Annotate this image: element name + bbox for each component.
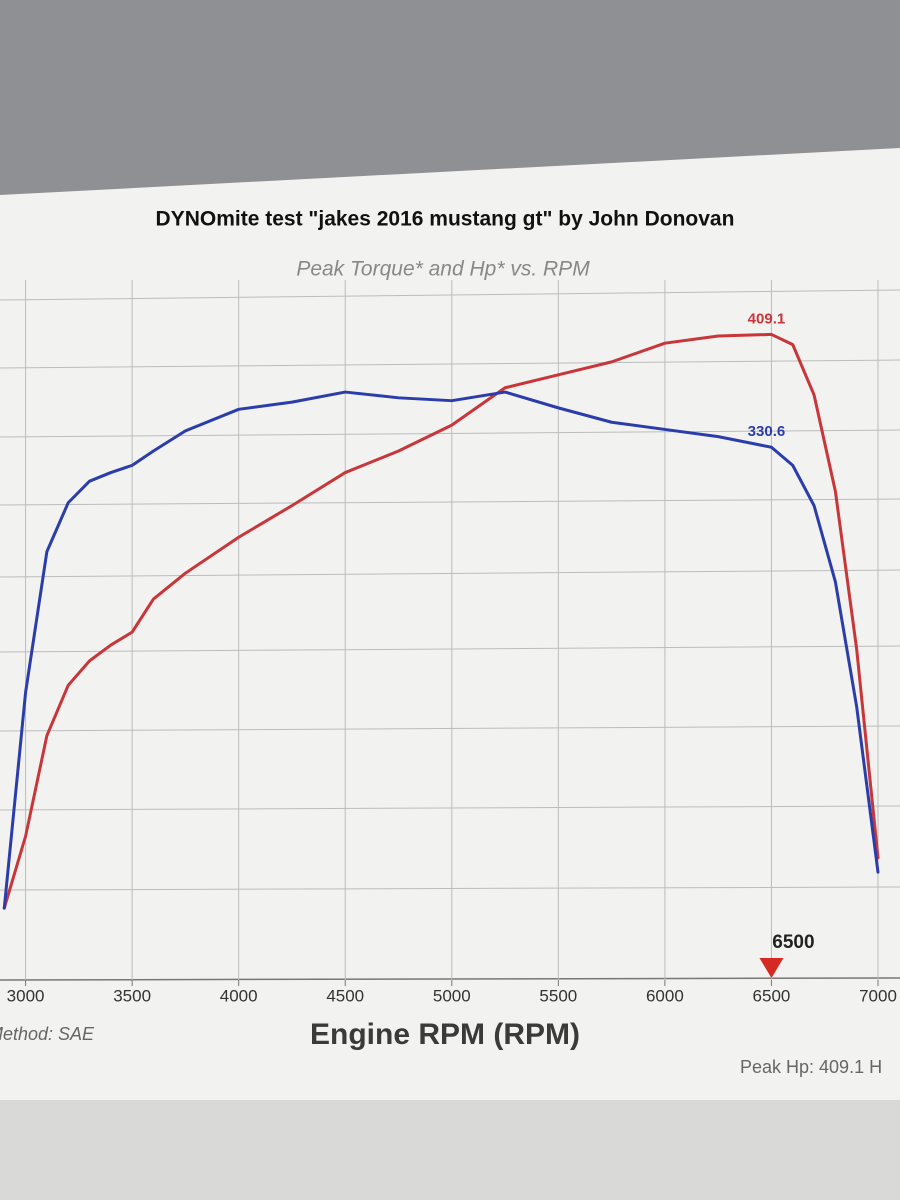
rpm-marker-label: 6500 (772, 932, 814, 953)
value-label: 409.1 (748, 310, 786, 327)
grid-line (0, 645, 900, 653)
table-surface (0, 1100, 900, 1200)
x-tick-label: 3500 (113, 986, 151, 1005)
grid-line (0, 569, 900, 578)
grid-line (0, 886, 900, 891)
grid-line (0, 498, 900, 506)
grid-line (0, 805, 900, 811)
paper (0, 148, 900, 1110)
x-tick-label: 5500 (539, 986, 577, 1005)
x-axis (0, 977, 900, 981)
horizontal-grid (0, 289, 900, 891)
grid-line (0, 359, 900, 369)
series-line (2, 390, 880, 910)
x-axis-title: Engine RPM (RPM) (310, 1018, 580, 1051)
chart-title: DYNOmite test "jakes 2016 mustang gt" by… (156, 208, 735, 231)
x-tick-label: 5000 (433, 986, 471, 1005)
x-tick-label: 6000 (646, 986, 684, 1005)
rpm-marker (759, 958, 784, 978)
chart-subtitle: Peak Torque* and Hp* vs. RPM (296, 258, 590, 281)
peak-note: Peak Hp: 409.1 H (740, 1057, 882, 1077)
x-tick-label: 6500 (753, 986, 791, 1005)
series-line (2, 332, 880, 910)
grid-line (0, 725, 900, 732)
grid-line (0, 429, 900, 438)
x-tick-label: 7000 (859, 986, 897, 1005)
x-tick-label: 4000 (220, 986, 258, 1005)
method-note: Method: SAE (0, 1024, 95, 1044)
value-label: 330.6 (748, 423, 786, 440)
x-tick-label: 3000 (7, 986, 45, 1005)
grid-line (0, 289, 900, 301)
x-tick-label: 4500 (326, 986, 364, 1005)
